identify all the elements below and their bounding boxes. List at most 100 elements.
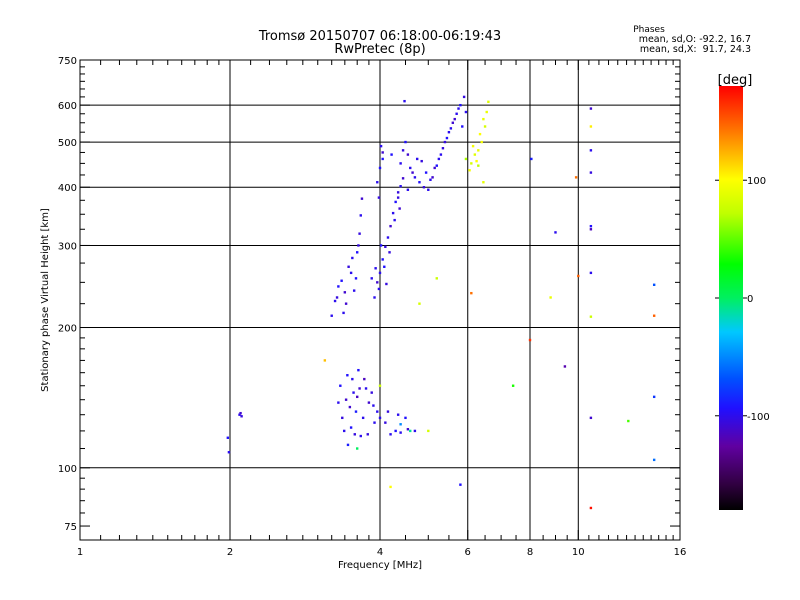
x-axis-label: Frequency [MHz]: [338, 560, 422, 571]
data-point: [589, 271, 593, 275]
data-point: [385, 282, 388, 286]
data-point: [384, 245, 387, 249]
data-point: [451, 121, 455, 124]
data-point: [337, 401, 340, 404]
y-axis-label: Stationary phase Virtual Height [km]: [40, 208, 51, 392]
y-tick-label: 200: [58, 324, 77, 335]
data-point: [403, 99, 406, 103]
data-point: [349, 426, 353, 429]
data-point: [355, 395, 359, 399]
data-point: [333, 299, 337, 303]
data-point: [487, 100, 490, 104]
data-point: [351, 377, 354, 381]
data-point: [418, 181, 421, 184]
data-point: [342, 311, 345, 315]
data-point: [401, 149, 405, 152]
data-point: [413, 176, 417, 179]
y-tick-label: 750: [58, 56, 77, 67]
data-point: [652, 314, 656, 317]
colorbar-tick-label: 100: [747, 176, 766, 187]
data-point: [443, 140, 447, 144]
data-point: [358, 387, 361, 390]
data-point: [372, 404, 375, 407]
data-point: [411, 171, 414, 174]
axis-ticks: [79, 59, 681, 540]
data-point: [404, 140, 407, 144]
data-point: [359, 214, 362, 217]
data-point: [429, 178, 432, 181]
data-point: [482, 181, 485, 184]
data-point: [409, 429, 412, 433]
x-tick-label: 16: [674, 547, 687, 558]
data-point: [391, 211, 395, 215]
data-point: [478, 132, 482, 136]
data-point: [589, 149, 593, 152]
data-point: [652, 458, 656, 462]
data-point: [468, 169, 471, 172]
data-point: [652, 283, 656, 286]
data-point: [370, 277, 373, 280]
data-point: [435, 164, 438, 167]
data-point: [351, 256, 354, 260]
data-point: [381, 258, 384, 261]
y-tick-label: 600: [58, 101, 77, 112]
data-point: [437, 157, 441, 161]
data-point: [554, 231, 557, 234]
data-point: [357, 368, 360, 372]
data-point: [396, 413, 400, 416]
x-tick-label: 1: [77, 547, 83, 558]
data-point: [363, 377, 366, 381]
data-point: [459, 483, 462, 486]
data-point: [238, 413, 241, 416]
data-point: [354, 410, 358, 413]
data-point: [528, 338, 532, 342]
data-point: [477, 149, 480, 152]
data-point: [394, 200, 397, 204]
data-point: [549, 296, 552, 299]
data-point: [376, 410, 379, 413]
data-point: [449, 127, 453, 130]
data-point: [577, 274, 580, 278]
data-point: [366, 433, 369, 436]
stats-line-o: mean, sd,O: -92.2, 16.7: [639, 34, 751, 45]
data-points: [226, 95, 656, 510]
data-point: [433, 166, 436, 170]
data-point: [431, 176, 434, 179]
data-point: [589, 107, 593, 110]
data-point: [483, 125, 487, 128]
data-point: [399, 162, 402, 165]
data-point: [378, 416, 382, 420]
data-point: [453, 117, 456, 121]
gridlines: [80, 60, 680, 540]
data-point: [355, 251, 359, 254]
data-point: [413, 429, 417, 433]
data-point: [342, 429, 346, 433]
data-point: [348, 405, 352, 409]
data-point: [370, 391, 373, 394]
data-point: [376, 181, 379, 184]
data-point: [435, 277, 438, 280]
data-point: [386, 236, 390, 239]
data-point: [589, 224, 593, 228]
data-point: [406, 428, 410, 431]
data-point: [462, 95, 466, 99]
data-point: [455, 112, 458, 115]
data-point: [399, 185, 402, 188]
x-tick-label: 4: [377, 547, 383, 558]
data-point: [589, 416, 593, 420]
data-point: [227, 451, 231, 454]
data-point: [358, 232, 361, 235]
data-point: [389, 485, 392, 489]
x-tick-label: 10: [572, 547, 585, 558]
data-point: [511, 384, 515, 387]
data-point: [589, 228, 593, 231]
data-point: [346, 374, 349, 377]
data-point: [337, 285, 340, 288]
data-point: [589, 506, 593, 510]
data-point: [339, 384, 342, 387]
x-tick-label: 2: [227, 547, 233, 558]
data-point: [373, 296, 376, 299]
data-point: [353, 433, 356, 436]
data-point: [475, 159, 478, 163]
y-tick-label: 75: [64, 522, 77, 533]
